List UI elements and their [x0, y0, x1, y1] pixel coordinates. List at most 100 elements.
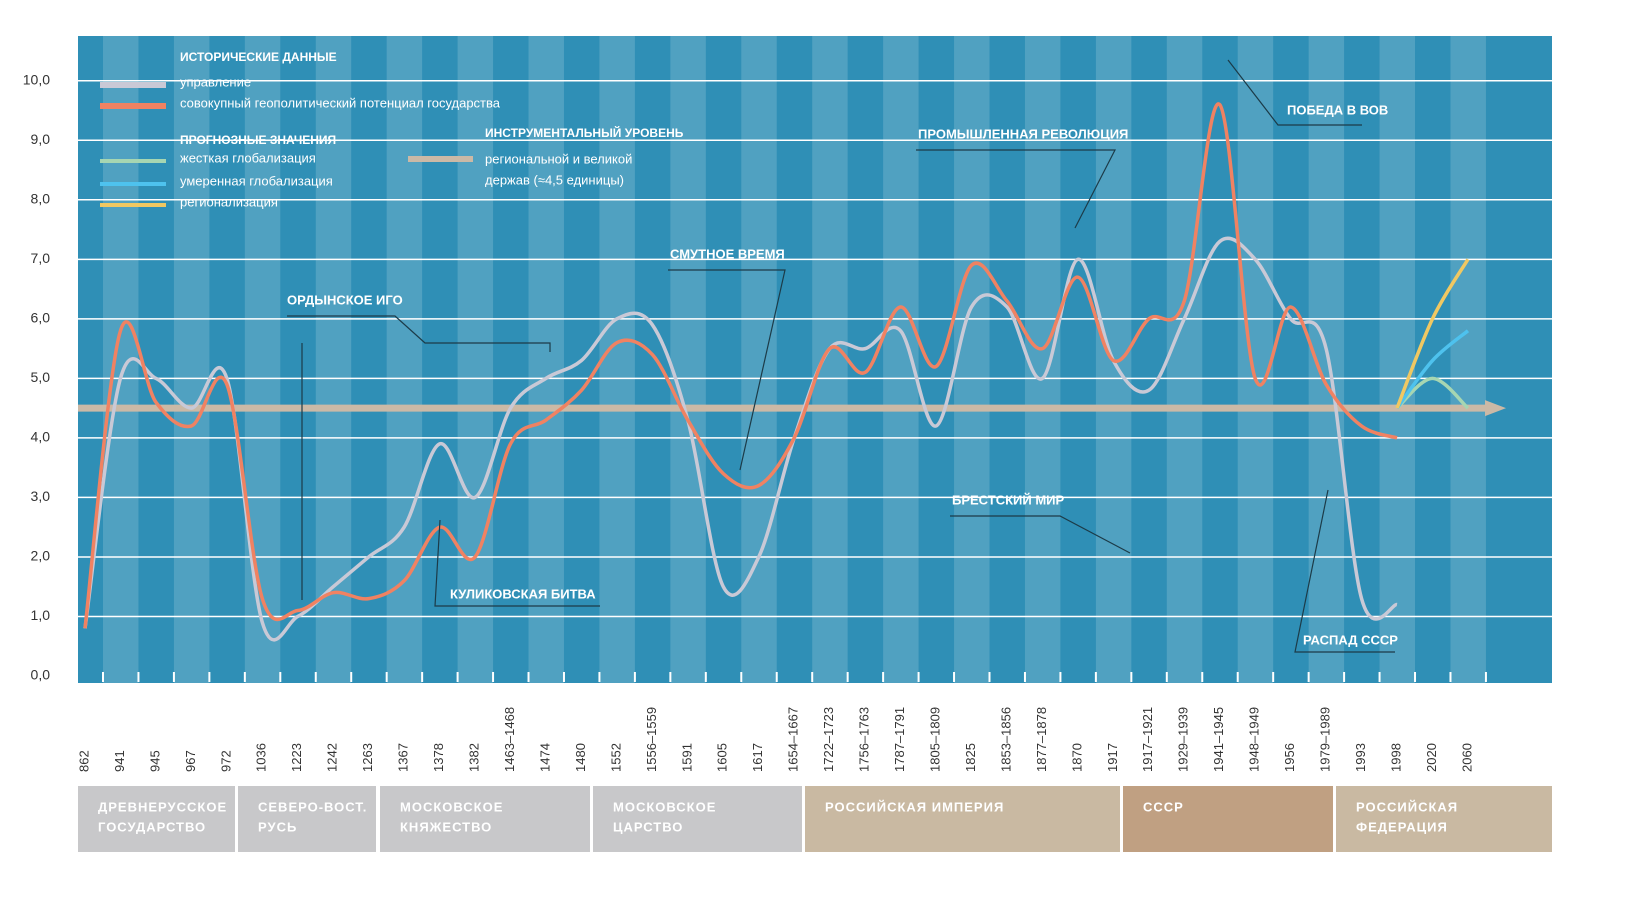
x-tick-label: 1722–1723 [821, 707, 836, 772]
period-label: МОСКОВСКОЕ [613, 799, 716, 814]
stripe [173, 36, 210, 683]
x-tick-label: 1591 [679, 743, 694, 772]
legend-label: держав (≈4,5 единицы) [485, 172, 624, 187]
annotation-leader [434, 519, 600, 607]
x-tick-label: 972 [218, 750, 233, 772]
annotation-leader [668, 269, 786, 471]
period-label: РОССИЙСКАЯ ИМПЕРИЯ [825, 799, 1004, 814]
x-tick-label: 1463–1468 [502, 707, 517, 772]
period-label: ФЕДЕРАЦИЯ [1356, 819, 1448, 834]
period-box [380, 786, 590, 852]
x-tick-label: 1480 [573, 743, 588, 772]
y-tick-label: 7,0 [31, 250, 51, 266]
annotation-leader [287, 315, 551, 600]
x-tick-label: 1242 [325, 743, 340, 772]
period-label: КНЯЖЕСТВО [400, 819, 492, 834]
y-tick-label: 3,0 [31, 488, 51, 504]
stripe [528, 36, 564, 683]
level-arrowhead [1485, 400, 1506, 417]
x-tick-label: 1263 [360, 743, 375, 772]
annotation: ПРОМЫШЛЕННАЯ РЕВОЛЮЦИЯ [918, 126, 1128, 141]
annotation: ОРДЫНСКОЕ ИГО [287, 292, 403, 307]
x-tick-label: 1474 [537, 743, 552, 772]
x-tick-label: 1787–1791 [892, 707, 907, 772]
annotation: СМУТНОЕ ВРЕМЯ [670, 246, 785, 261]
period-label: ДРЕВНЕРУССКОЕ [98, 799, 227, 814]
x-tick-label: 945 [147, 750, 162, 772]
y-tick-label: 1,0 [31, 607, 51, 623]
period-label: МОСКОВСКОЕ [400, 799, 503, 814]
stripe [244, 36, 281, 683]
x-tick-label: 1605 [715, 743, 730, 772]
period-box [805, 786, 1120, 852]
annotation: КУЛИКОВСКАЯ БИТВА [450, 586, 596, 601]
y-tick-label: 5,0 [31, 369, 51, 385]
legend-heading: ИНСТРУМЕНТАЛЬНЫЙ УРОВЕНЬ [485, 125, 684, 140]
x-tick-label: 1941–1945 [1211, 707, 1226, 772]
x-tick-label: 1617 [750, 743, 765, 772]
legend-label: жесткая глобализация [180, 150, 316, 165]
x-tick-label: 1998 [1388, 743, 1403, 772]
x-tick-label: 1805–1809 [927, 707, 942, 772]
stripe [1450, 36, 1486, 683]
period-box [593, 786, 802, 852]
stripe [670, 36, 706, 683]
x-tick-label: 1870 [1069, 743, 1084, 772]
x-tick-label: 1948–1949 [1247, 707, 1262, 772]
x-tick-label: 2060 [1459, 743, 1474, 772]
stripe [1237, 36, 1274, 683]
legend-heading: ПРОГНОЗНЫЕ ЗНАЧЕНИЯ [180, 133, 336, 147]
stripe [954, 36, 990, 683]
x-tick-label: 862 [76, 750, 91, 772]
x-tick-label: 1877–1878 [1034, 707, 1049, 772]
period-label: ГОСУДАРСТВО [98, 819, 206, 834]
series-line [83, 236, 1398, 642]
legend-label: умеренная глобализация [180, 173, 333, 188]
period-label: РУСЬ [258, 819, 297, 834]
period-box [78, 786, 235, 852]
series-line [83, 102, 1398, 629]
period-box [1336, 786, 1552, 852]
stripe [812, 36, 848, 683]
x-tick-label: 1853–1856 [998, 707, 1013, 772]
x-tick-label: 1756–1763 [857, 707, 872, 772]
period-label: СЕВЕРО-ВОСТ. [258, 799, 367, 814]
y-tick-label: 6,0 [31, 310, 51, 326]
period-label: СССР [1143, 799, 1184, 814]
series-line [1395, 329, 1470, 410]
annotation-leader [1294, 489, 1395, 653]
legend-label: регионализация [180, 194, 278, 209]
x-tick-label: 1956 [1282, 743, 1297, 772]
annotation: БРЕСТСКИЙ МИР [952, 492, 1064, 507]
x-tick-label: 1382 [466, 743, 481, 772]
stripe [741, 36, 777, 683]
x-tick-label: 1917 [1105, 743, 1120, 772]
legend-label: региональной и великой [485, 151, 632, 166]
legend-label: совокупный геополитический потенциал гос… [180, 95, 501, 110]
x-tick-label: 1223 [289, 743, 304, 772]
annotation: РАСПАД СССР [1303, 632, 1398, 647]
x-tick-label: 1036 [254, 743, 269, 772]
stripe [1166, 36, 1203, 683]
x-tick-label: 1378 [431, 743, 446, 772]
y-tick-label: 8,0 [31, 191, 51, 207]
x-tick-label: 967 [183, 750, 198, 772]
stripe [1379, 36, 1416, 683]
x-tick-label: 1367 [396, 743, 411, 772]
y-tick-label: 10,0 [23, 71, 50, 87]
legend-heading: ИСТОРИЧЕСКИЕ ДАННЫЕ [180, 50, 337, 64]
stripe [599, 36, 635, 683]
x-tick-label: 1979–1989 [1318, 707, 1333, 772]
x-tick-label: 1993 [1353, 743, 1368, 772]
x-tick-label: 1917–1921 [1140, 707, 1155, 772]
y-tick-label: 0,0 [31, 667, 51, 683]
annotation-leader [950, 515, 1131, 554]
stripe [457, 36, 494, 683]
y-tick-label: 4,0 [31, 429, 51, 445]
period-box [1123, 786, 1333, 852]
x-tick-label: 1552 [608, 743, 623, 772]
x-tick-label: 1929–1939 [1176, 707, 1191, 772]
y-tick-label: 9,0 [31, 131, 51, 147]
plot-background [78, 36, 1552, 683]
annotation: ПОБЕДА В ВОВ [1287, 102, 1388, 117]
